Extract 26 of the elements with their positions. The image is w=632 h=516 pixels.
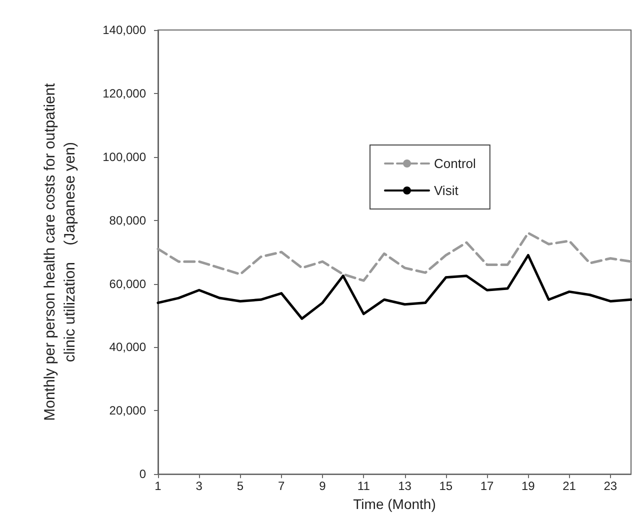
x-tick-label: 3 xyxy=(196,479,203,494)
x-tick-label: 21 xyxy=(562,479,576,494)
y-tick-label: 20,000 xyxy=(109,404,146,418)
x-tick-label: 15 xyxy=(439,479,453,494)
x-tick-label: 7 xyxy=(278,479,286,494)
x-tick-label: 23 xyxy=(604,479,618,494)
y-axis-title: Monthly per person health care costs for outpatient clinic utilization (Japanese yen) xyxy=(42,82,78,421)
y-tick-label: 40,000 xyxy=(109,340,146,354)
x-tick-label: 13 xyxy=(398,479,412,494)
x-tick-label: 1 xyxy=(154,479,162,494)
x-tick-label: 9 xyxy=(319,479,326,494)
x-tick-label: 17 xyxy=(480,479,494,494)
legend-label: Control xyxy=(434,156,476,171)
legend-label: Visit xyxy=(434,183,459,198)
y-tick-label: 100,000 xyxy=(102,150,146,164)
y-tick-label: 140,000 xyxy=(102,23,146,37)
x-tick-label: 19 xyxy=(521,479,536,494)
y-tick-label: 120,000 xyxy=(102,86,146,100)
x-tick-label: 11 xyxy=(357,479,370,494)
y-tick-label: 0 xyxy=(139,467,146,482)
line-series xyxy=(156,232,632,282)
x-axis-title: Time (Month) xyxy=(353,496,436,512)
x-tick-label: 5 xyxy=(236,479,244,494)
y-tick-label: 60,000 xyxy=(109,276,146,291)
y-tick-label: 80,000 xyxy=(109,213,146,228)
line-series xyxy=(156,254,632,320)
